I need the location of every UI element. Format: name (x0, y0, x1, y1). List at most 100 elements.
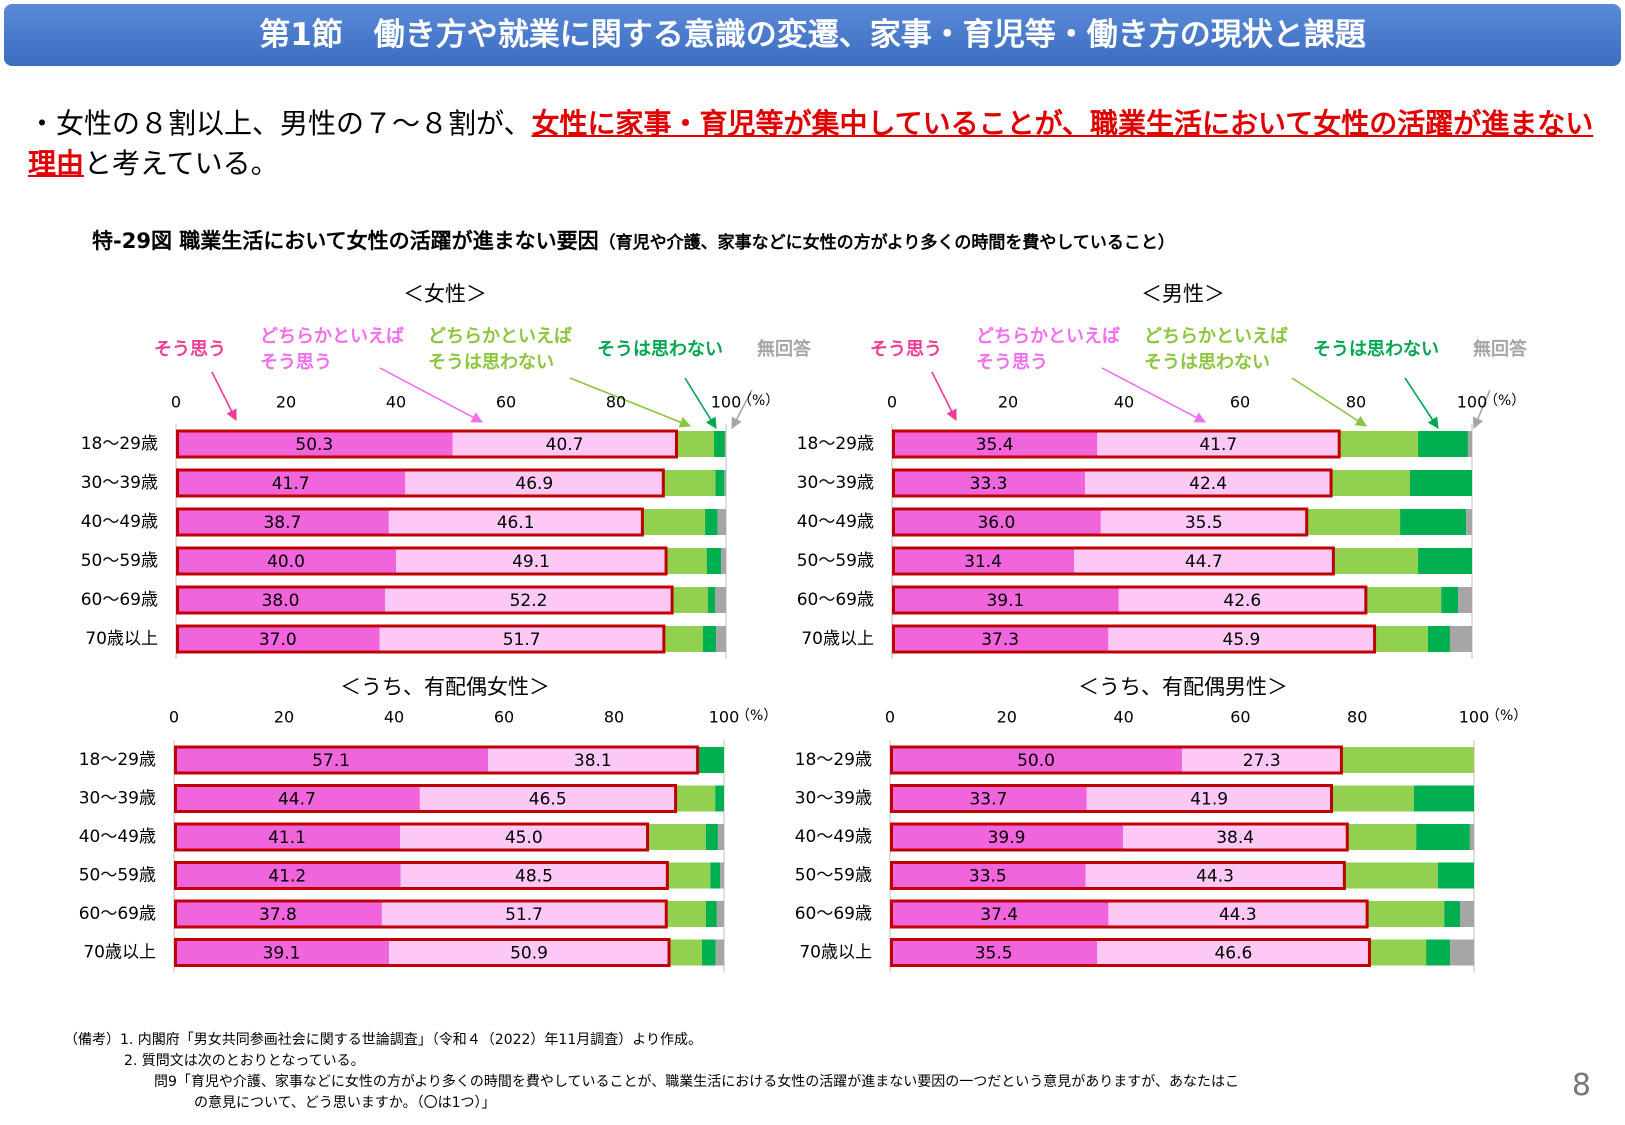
bar-segment (667, 862, 711, 889)
y-tick-label: 60～69歳 (797, 590, 874, 610)
value-label: 50.3 (295, 435, 333, 455)
bar-segment (1426, 939, 1451, 966)
note: （備考）1. 内閣府「男女共同参画社会に関する世論調査」（令和４（2022）年1… (64, 1032, 702, 1048)
bar-segment (672, 587, 708, 613)
legend-label: そう思う (870, 339, 942, 360)
bar-segment (707, 587, 715, 613)
bar-segment (717, 824, 724, 850)
bar-segment (663, 626, 703, 652)
figure-subtitle: （育児や介護、家事などに女性の方がより多くの時間を費やしていること） (598, 233, 1175, 253)
value-label: 42.6 (1223, 591, 1261, 611)
bar-segment (890, 901, 1109, 927)
value-label: 27.3 (1243, 751, 1281, 771)
x-tick-label: 100 (1457, 393, 1488, 412)
value-label: 42.4 (1189, 474, 1227, 494)
value-label: 31.4 (964, 552, 1002, 572)
bar-segment (705, 901, 717, 927)
legend-label: そうは思わない (1313, 339, 1439, 360)
bar-segment (1367, 901, 1445, 927)
bar-segment (676, 431, 714, 457)
value-label: 46.9 (515, 474, 553, 494)
y-tick-label: 50～59歳 (81, 551, 158, 571)
bar-segment (1086, 785, 1332, 812)
bar-segment (724, 431, 726, 457)
bar-segment (1306, 509, 1401, 535)
x-tick-label: 0 (171, 393, 181, 412)
bar-segment (1409, 470, 1472, 496)
y-tick-label: 30～39歳 (79, 789, 156, 809)
bar-segment (892, 587, 1119, 613)
value-label: 39.9 (988, 828, 1026, 848)
bar-segment (1331, 785, 1414, 812)
y-tick-label: 40～49歳 (795, 827, 872, 847)
bar-segment (705, 509, 718, 535)
bar-segment (385, 587, 673, 613)
bar-segment (706, 548, 722, 574)
x-tick-label: 0 (887, 393, 897, 412)
highlight-outline (176, 468, 665, 498)
bar-segment (1450, 939, 1474, 966)
bar-segment (1097, 431, 1340, 457)
legend-label: そうは思わない (597, 339, 723, 360)
bar-segment (379, 626, 664, 652)
value-label: 46.6 (1214, 944, 1252, 964)
x-tick-label: 60 (496, 393, 516, 412)
value-label: 35.4 (976, 435, 1014, 455)
bar-segment (1339, 431, 1419, 457)
bar-segment (716, 626, 726, 652)
y-tick-label: 18～29歳 (795, 750, 872, 770)
value-label: 57.1 (312, 751, 350, 771)
notes: （備考）1. 内閣府「男女共同参画社会に関する世論調査」（令和４（2022）年1… (64, 1030, 1239, 1114)
value-label: 39.1 (986, 591, 1024, 611)
y-tick-label: 30～39歳 (81, 473, 158, 493)
highlight-outline (174, 745, 700, 775)
note: 2. 質問文は次のとおりとなっている。 (124, 1053, 365, 1069)
chart-title: ＜女性＞ (403, 282, 487, 306)
chart-title: ＜うち、有配偶女性＞ (340, 675, 550, 699)
value-label: 49.1 (512, 552, 550, 572)
bar-segment (1437, 862, 1474, 889)
value-label: 37.3 (981, 630, 1019, 650)
value-label: 38.0 (262, 591, 300, 611)
arrow (731, 389, 753, 429)
bar-segment (1365, 587, 1442, 613)
highlight-outline (892, 507, 1309, 537)
bar-segment (1413, 785, 1474, 812)
value-label: 38.1 (574, 751, 612, 771)
bar-segment (892, 431, 1098, 457)
value-label: 41.2 (268, 867, 306, 887)
value-label: 46.5 (529, 790, 567, 810)
legend-label: 無回答 (1473, 338, 1528, 360)
arrow (1101, 367, 1206, 423)
value-label: 46.1 (497, 513, 535, 533)
value-label: 40.7 (546, 435, 584, 455)
bar-segment (1085, 862, 1345, 889)
bullet-text: ・女性の８割以上、男性の７～８割が、 (28, 107, 532, 140)
chart-title: ＜男性＞ (1141, 282, 1225, 306)
y-tick-label: 50～59歳 (797, 551, 874, 571)
bar-segment (1469, 824, 1474, 850)
bar-segment (174, 862, 401, 889)
bar-segment (405, 470, 664, 496)
bar-segment (1341, 747, 1474, 773)
highlight-outline (176, 546, 668, 576)
x-tick-label: 100 (711, 393, 742, 412)
bar-segment (1331, 470, 1410, 496)
bar-segment (381, 901, 667, 927)
arrow (1472, 389, 1491, 430)
bar-segment (890, 862, 1086, 889)
highlight-outline (890, 784, 1334, 813)
bar-segment (1097, 939, 1370, 966)
bar-segment (890, 824, 1124, 850)
bar-segment (1467, 431, 1472, 457)
bar-segment (1074, 548, 1334, 574)
x-tick-label: 100 (1459, 708, 1490, 727)
value-label: 51.7 (503, 630, 541, 650)
highlight-outline (890, 861, 1346, 890)
value-label: 36.0 (977, 513, 1015, 533)
bar-segment (1108, 626, 1375, 652)
unit-label: （%） (736, 708, 777, 724)
bar-segment (892, 509, 1101, 535)
value-label: 33.5 (969, 867, 1007, 887)
